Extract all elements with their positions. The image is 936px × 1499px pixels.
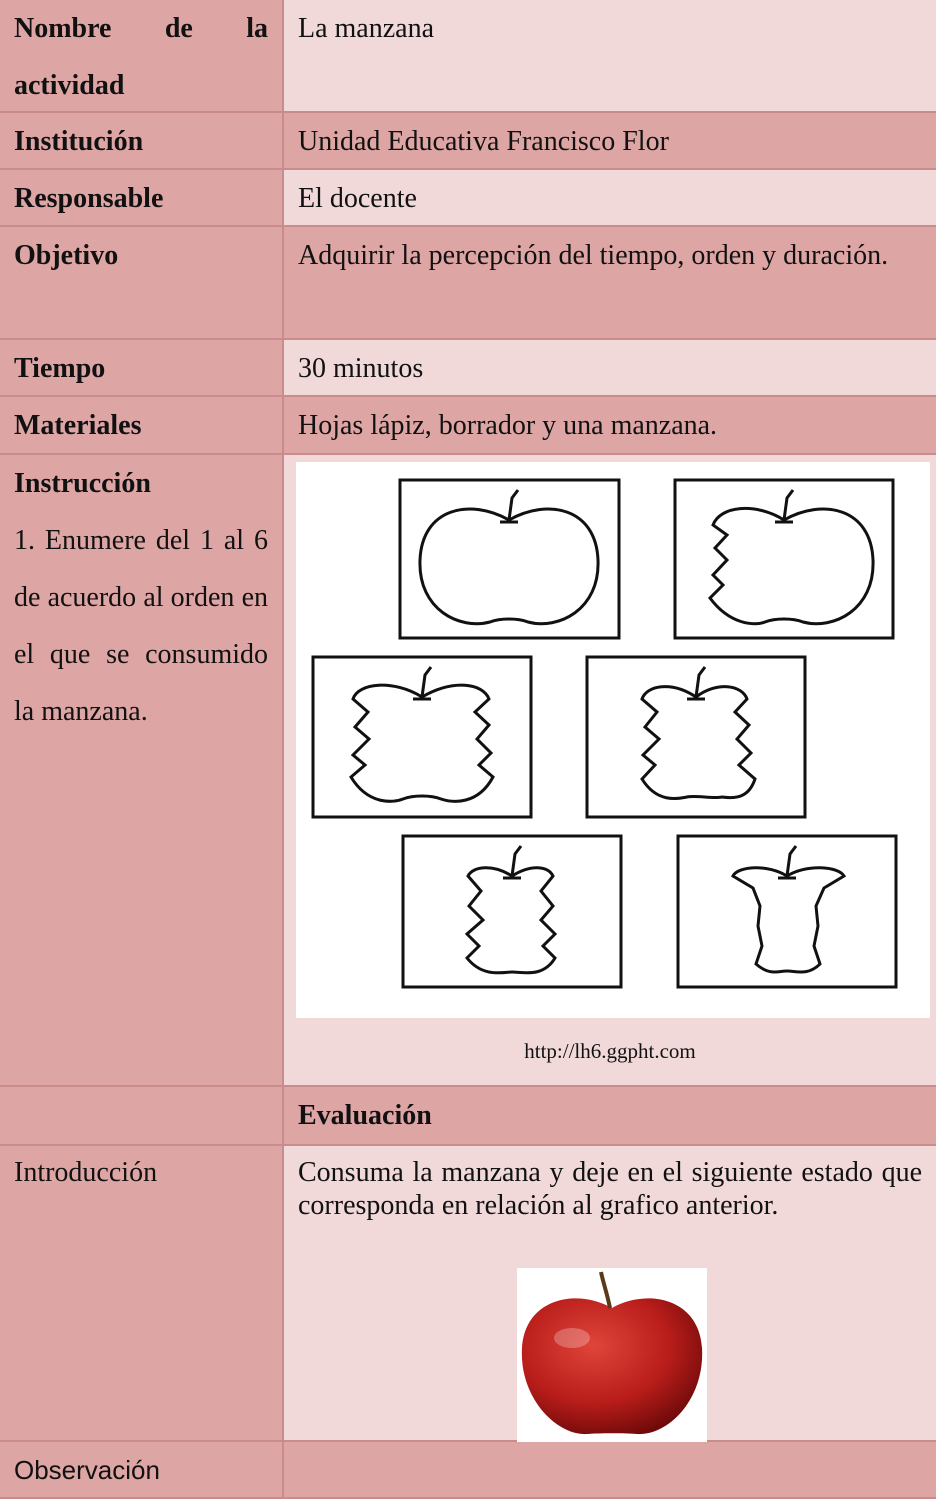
instruction-step: 1. Enumere del 1 al 6 de acuerdo al orde…	[14, 525, 268, 727]
label-cell: Institución	[0, 113, 284, 170]
label-cell: Introducción	[0, 1146, 284, 1442]
red-apple-image	[517, 1268, 707, 1442]
apple-sequence-image	[296, 462, 930, 1018]
label-cell: Nombre de la actividad	[0, 0, 284, 113]
value-cell: Hojas lápiz, borrador y una manzana.	[284, 397, 936, 455]
instruction-cell: Instrucción 1. Enumere del 1 al 6 de acu…	[0, 455, 284, 1087]
value-cell: 30 minutos	[284, 340, 936, 397]
label-cell: Tiempo	[0, 340, 284, 397]
label-cell: Materiales	[0, 397, 284, 455]
value-cell: La manzana	[284, 0, 936, 113]
value-cell	[284, 1442, 936, 1499]
label-cell: Objetivo	[0, 227, 284, 340]
label-cell: Observación	[0, 1442, 284, 1499]
evaluation-text: Consuma la manzana y deje en el siguient…	[298, 1157, 922, 1221]
image-caption: http://lh6.ggpht.com	[524, 1039, 696, 1063]
section-heading: Evaluación	[284, 1087, 936, 1146]
empty-cell	[0, 1087, 284, 1146]
label-cell: Responsable	[0, 170, 284, 227]
instruction-label: Instrucción	[14, 468, 151, 499]
value-cell: Unidad Educativa Francisco Flor	[284, 113, 936, 170]
value-cell: Adquirir la percepción del tiempo, orden…	[284, 227, 936, 340]
value-cell: El docente	[284, 170, 936, 227]
